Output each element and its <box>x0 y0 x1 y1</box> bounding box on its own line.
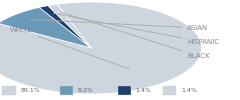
Wedge shape <box>48 4 91 48</box>
Wedge shape <box>0 2 202 94</box>
Text: 1.4%: 1.4% <box>181 88 197 92</box>
FancyBboxPatch shape <box>118 86 131 94</box>
Text: 8.2%: 8.2% <box>78 88 94 92</box>
Text: HISPANIC: HISPANIC <box>54 13 219 45</box>
Wedge shape <box>39 6 91 48</box>
FancyBboxPatch shape <box>60 86 73 94</box>
FancyBboxPatch shape <box>163 86 176 94</box>
Text: WHITE: WHITE <box>10 27 129 69</box>
FancyBboxPatch shape <box>2 86 16 94</box>
Text: 89.1%: 89.1% <box>20 88 40 92</box>
Text: 1.4%: 1.4% <box>136 88 151 92</box>
Text: BLACK: BLACK <box>61 12 210 59</box>
Text: ASIAN: ASIAN <box>30 20 208 31</box>
Wedge shape <box>0 7 91 48</box>
